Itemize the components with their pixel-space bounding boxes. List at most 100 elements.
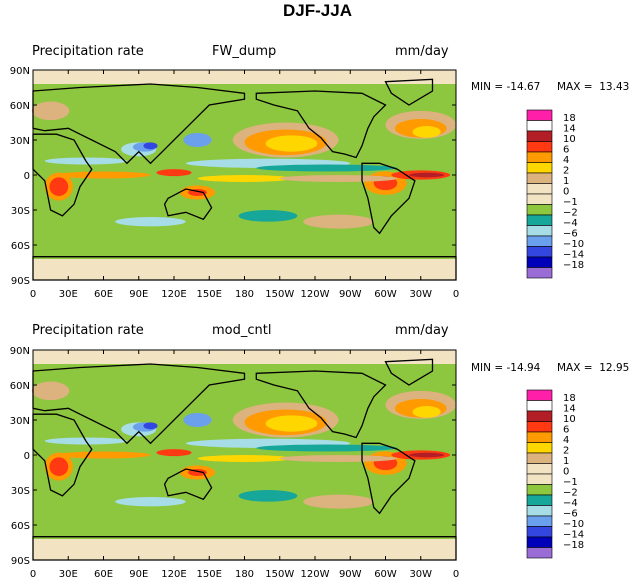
y-tick-label: 0 [24, 171, 30, 182]
colorbar-swatch [526, 267, 553, 279]
precip-anomaly-region [31, 381, 70, 401]
colorbar-label: −2 [563, 488, 578, 499]
y-tick-label: 30N [10, 136, 30, 147]
colorbar-label: 1 [563, 176, 569, 187]
colorbar-swatch [526, 235, 553, 247]
colorbar-swatch [526, 421, 553, 433]
band-southern-ocean [33, 522, 456, 539]
x-tick-label: 30E [59, 569, 78, 580]
figure-title: DJF-JJA [283, 1, 352, 20]
panel1-left-label: Precipitation rate [32, 44, 144, 59]
precip-anomaly-region [183, 133, 212, 147]
y-tick-label: 90S [11, 276, 30, 287]
colorbar-label: 2 [563, 446, 569, 457]
colorbar-swatch [526, 452, 553, 464]
colorbar-label: −1 [563, 477, 578, 488]
panel2-left-label: Precipitation rate [32, 323, 144, 338]
y-tick-label: 90N [10, 346, 30, 357]
colorbar-swatch [526, 172, 553, 184]
colorbar-label: 14 [563, 124, 576, 135]
x-tick-label: 90W [339, 569, 362, 580]
colorbar-swatch [526, 505, 553, 517]
y-tick-label: 30N [10, 416, 30, 427]
x-tick-label: 30W [409, 569, 432, 580]
colorbar-swatch [526, 246, 553, 258]
colorbar-swatch [526, 193, 553, 205]
precip-anomaly-region [49, 177, 69, 197]
precip-anomaly-region [256, 444, 398, 452]
x-tick-label: 150E [197, 289, 222, 300]
continent-outline [32, 363, 246, 445]
continent-outline [32, 413, 93, 497]
continent-outline [384, 78, 434, 106]
precip-anomaly-region [279, 175, 398, 182]
panel2-max: MAX = 12.95 [557, 362, 630, 374]
x-tick-label: 0 [453, 569, 459, 580]
x-tick-label: 120E [161, 569, 186, 580]
colorbar-swatch [526, 389, 553, 401]
colorbar-label: −10 [563, 239, 584, 250]
x-tick-label: 180 [235, 289, 254, 300]
continent-outline [255, 90, 387, 159]
colorbar-label: 14 [563, 404, 576, 415]
precip-anomaly-region [256, 164, 398, 172]
precip-anomaly-region [31, 101, 70, 121]
x-tick-label: 0 [453, 289, 459, 300]
y-tick-label: 30S [11, 486, 30, 497]
y-tick-label: 0 [24, 451, 30, 462]
precip-anomaly-region [265, 415, 318, 432]
x-tick-label: 90E [129, 289, 148, 300]
colorbar-swatch [526, 547, 553, 559]
colorbar-label: −4 [563, 498, 578, 509]
y-tick-label: 90S [11, 556, 30, 567]
precip-anomaly-region [238, 490, 298, 502]
precip-anomaly-region [412, 125, 441, 138]
x-tick-label: 60E [94, 569, 113, 580]
colorbar-swatch [526, 536, 553, 548]
continent-outline [361, 442, 416, 515]
colorbar-label: −1 [563, 197, 578, 208]
colorbar-swatch [526, 410, 553, 422]
colorbar-label: −2 [563, 208, 578, 219]
colorbar-swatch [526, 225, 553, 237]
colorbar-label: −6 [563, 509, 578, 520]
colorbar-label: −18 [563, 260, 584, 271]
precip-anomaly-region [197, 175, 292, 182]
precip-anomaly-region [279, 455, 398, 462]
colorbar-label: −10 [563, 519, 584, 530]
colorbar-swatch [526, 109, 553, 121]
precip-anomaly-region [183, 413, 212, 427]
precip-anomaly-region [303, 214, 374, 229]
colorbar-label: 2 [563, 166, 569, 177]
y-tick-label: 90N [10, 66, 30, 77]
colorbar-swatch [526, 484, 553, 496]
x-tick-label: 30W [409, 289, 432, 300]
x-tick-label: 90W [339, 289, 362, 300]
band-southern-ocean [33, 242, 456, 259]
continent-outline [32, 133, 93, 217]
panel2-units: mm/day [395, 323, 449, 338]
x-tick-label: 150W [265, 569, 294, 580]
colorbar-swatch [526, 120, 553, 132]
precip-anomaly-region [156, 169, 192, 177]
y-tick-label: 60N [10, 101, 30, 112]
panel1-title: FW_dump [212, 44, 277, 59]
precip-anomaly-region [409, 172, 445, 178]
continent-outline [361, 162, 416, 235]
panel2-title: mod_cntl [212, 323, 272, 338]
precip-anomaly-region [409, 452, 445, 458]
colorbar-swatch [526, 515, 553, 527]
colorbar-swatch [526, 214, 553, 226]
colorbar-swatch [526, 473, 553, 485]
precip-anomaly-region [56, 451, 151, 459]
colorbar-label: −18 [563, 540, 584, 551]
continent-outline [32, 83, 246, 165]
y-tick-label: 60S [11, 521, 30, 532]
colorbar-label: 4 [563, 435, 569, 446]
x-tick-label: 90E [129, 569, 148, 580]
precip-anomaly-region [265, 135, 318, 152]
y-tick-label: 60S [11, 241, 30, 252]
band-antarctic [33, 539, 456, 560]
colorbar-swatch [526, 494, 553, 506]
x-tick-label: 150E [197, 569, 222, 580]
